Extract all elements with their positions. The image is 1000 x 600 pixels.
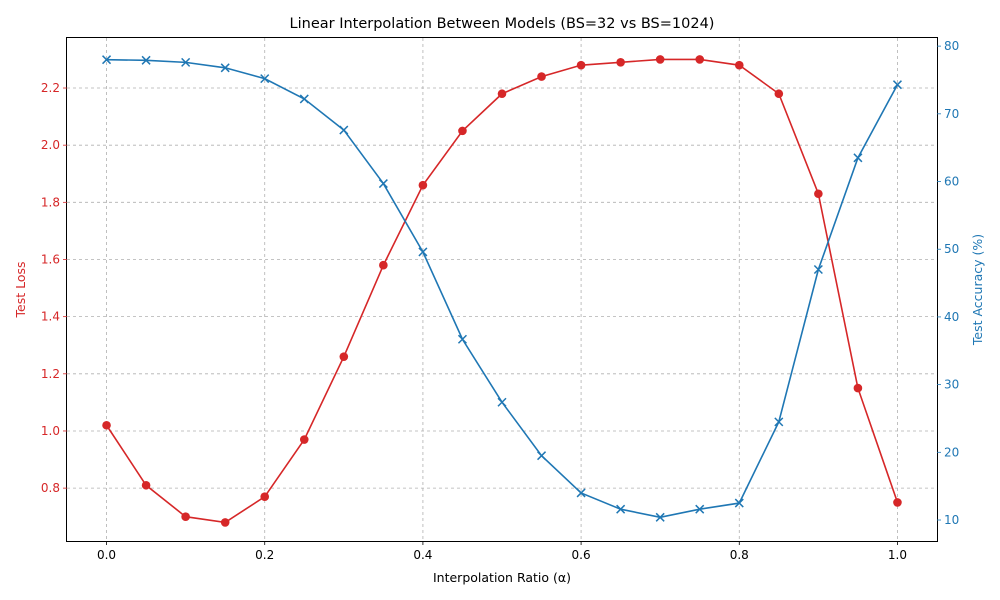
loss-data-point (141, 480, 151, 490)
y-left-tick-label: 1.2 (41, 367, 60, 381)
x-tick-label: 0.4 (413, 548, 432, 562)
y-axis-label-right: Test Accuracy (%) (970, 234, 985, 346)
loss-data-point (418, 180, 428, 190)
loss-data-point (220, 518, 230, 527)
accuracy-data-point (892, 80, 902, 90)
loss-data-point (655, 55, 665, 64)
accuracy-data-point (457, 334, 467, 344)
y-right-tick-label: 50 (944, 242, 959, 256)
accuracy-data-point (102, 55, 112, 65)
accuracy-data-point (853, 153, 863, 163)
x-tick-label: 1.0 (888, 548, 907, 562)
accuracy-data-point (695, 504, 705, 514)
plot-frame (66, 37, 938, 542)
axes: 0.0 0.2 0.4 0.6 0.8 1.0 0.8 1.0 1.2 1.4 1.6 1.8 2.0 2… (41, 39, 959, 562)
loss-data-point (537, 72, 546, 81)
loss-data-point (339, 352, 349, 361)
accuracy-data-point (774, 417, 784, 427)
loss-data-point (497, 89, 507, 99)
x-tick-label: 0.2 (255, 548, 274, 562)
chart-title: Linear Interpolation Between Models (BS=… (290, 16, 715, 32)
loss-data-point (379, 260, 388, 270)
loss-data-point (734, 60, 744, 70)
y-right-tick-label: 20 (944, 445, 959, 459)
x-tick-label: 0.8 (730, 548, 749, 562)
accuracy-data-point (418, 247, 428, 257)
loss-data-point (893, 498, 902, 507)
accuracy-data-point (813, 264, 823, 275)
y-left-tick-label: 2.0 (41, 138, 60, 152)
loss-data-point (774, 89, 784, 99)
accuracy-data-point (497, 397, 507, 407)
accuracy-data-point (181, 57, 191, 67)
loss-data-point (299, 435, 309, 444)
accuracy-data-point (339, 125, 349, 135)
accuracy-data-point (378, 179, 388, 189)
y-left-tick-label: 1.4 (41, 310, 60, 324)
accuracy-data-point (260, 74, 270, 84)
accuracy-data-point (576, 488, 586, 498)
y-right-tick-label: 60 (944, 175, 959, 189)
y-left-tick-label: 1.8 (41, 195, 60, 209)
accuracy-data-point (616, 504, 626, 514)
y-right-tick-label: 80 (944, 39, 959, 53)
x-tick-label: 0.6 (572, 548, 591, 562)
x-tick-label: 0.0 (97, 548, 116, 562)
loss-data-point (102, 420, 111, 430)
y-right-tick-label: 70 (944, 107, 959, 121)
accuracy-data-point (734, 498, 744, 508)
y-axis-label-left: Test Loss (13, 261, 28, 318)
loss-data-point (814, 189, 823, 199)
loss-data-point (576, 60, 586, 70)
y-right-tick-label: 40 (944, 310, 959, 324)
series-layer (102, 55, 902, 527)
y-left-tick-label: 1.0 (41, 424, 60, 438)
loss-data-point (853, 383, 863, 393)
accuracy-data-point (220, 63, 230, 73)
loss-data-point (181, 512, 190, 522)
x-axis-label: Interpolation Ratio (α) (433, 570, 571, 585)
loss-data-point (695, 55, 705, 64)
accuracy-data-point (537, 451, 547, 461)
loss-data-point (616, 57, 625, 67)
y-left-tick-label: 2.2 (41, 81, 60, 95)
y-left-tick-label: 0.8 (41, 481, 60, 495)
accuracy-data-point (141, 55, 151, 65)
accuracy-data-point (299, 94, 309, 104)
y-right-tick-label: 10 (944, 513, 959, 527)
accuracy-data-point (655, 512, 665, 522)
y-right-tick-label: 30 (944, 378, 959, 392)
y-left-tick-label: 1.6 (41, 252, 60, 266)
grid (67, 38, 937, 541)
loss-data-point (260, 492, 270, 502)
loss-data-point (458, 126, 467, 136)
